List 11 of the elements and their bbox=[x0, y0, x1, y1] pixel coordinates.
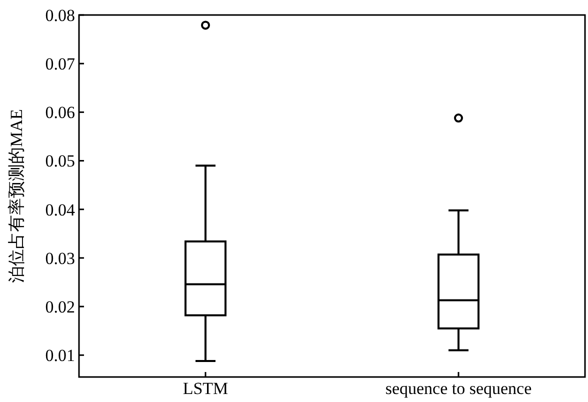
y-tick-label: 0.08 bbox=[45, 6, 75, 25]
x-tick-label: sequence to sequence bbox=[385, 379, 532, 398]
y-tick-label: 0.02 bbox=[45, 297, 75, 316]
y-tick-label: 0.06 bbox=[45, 103, 75, 122]
x-tick-label: LSTM bbox=[182, 379, 228, 398]
y-tick-label: 0.01 bbox=[45, 346, 75, 366]
y-tick-label: 0.05 bbox=[45, 152, 75, 171]
y-tick-label: 0.07 bbox=[45, 54, 76, 74]
y-axis-title: 泊位占有率预测的MAE bbox=[7, 109, 26, 283]
y-tick-label: 0.04 bbox=[45, 200, 76, 220]
y-tick-label: 0.03 bbox=[45, 248, 75, 268]
